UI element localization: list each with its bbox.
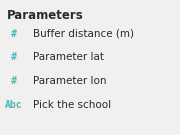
Text: Parameter lat: Parameter lat bbox=[33, 52, 104, 62]
Text: #: # bbox=[11, 52, 16, 62]
Text: Buffer distance (m): Buffer distance (m) bbox=[33, 29, 134, 39]
Text: Parameters: Parameters bbox=[7, 9, 84, 22]
Text: Pick the school: Pick the school bbox=[33, 100, 111, 110]
Text: #: # bbox=[11, 76, 16, 86]
Text: Abc: Abc bbox=[5, 100, 22, 110]
Text: #: # bbox=[11, 29, 16, 39]
Text: Parameter lon: Parameter lon bbox=[33, 76, 107, 86]
